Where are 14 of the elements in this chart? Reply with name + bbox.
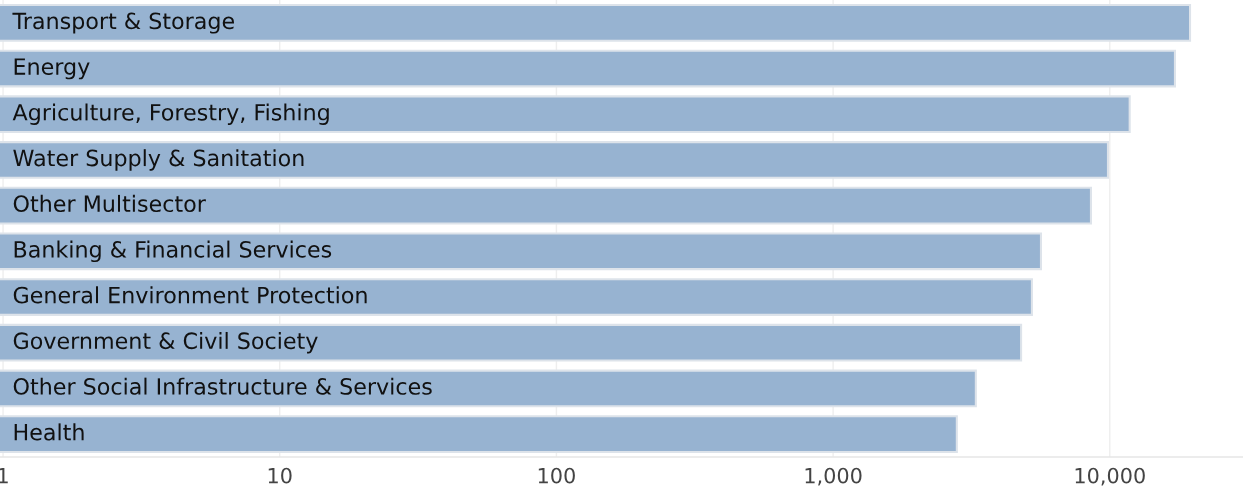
y-tick-label: Banking & Financial Services [14, 240, 332, 263]
y-tick-label: Other Multisector [13, 194, 206, 213]
y-tick-label: Other Social Infrastructure & Services [13, 377, 432, 395]
y-tick-label: General Environment Protection [13, 286, 367, 304]
y-tick-label: Water Supply & Sanitation [13, 149, 304, 171]
y-tick-label: Transport & Storage [12, 12, 234, 34]
y-tick-label: Energy [14, 58, 90, 80]
x-tick-label: 10,000 [1075, 467, 1145, 486]
y-tick-label: Government & Civil Society [13, 331, 318, 354]
y-tick-label: Health [14, 423, 84, 441]
x-tick-label: 1,000 [805, 467, 862, 486]
x-tick-label: 10 [268, 467, 292, 484]
x-tick-label: 100 [538, 467, 575, 484]
y-tick-label: Agriculture, Forestry, Fishing [12, 103, 329, 125]
